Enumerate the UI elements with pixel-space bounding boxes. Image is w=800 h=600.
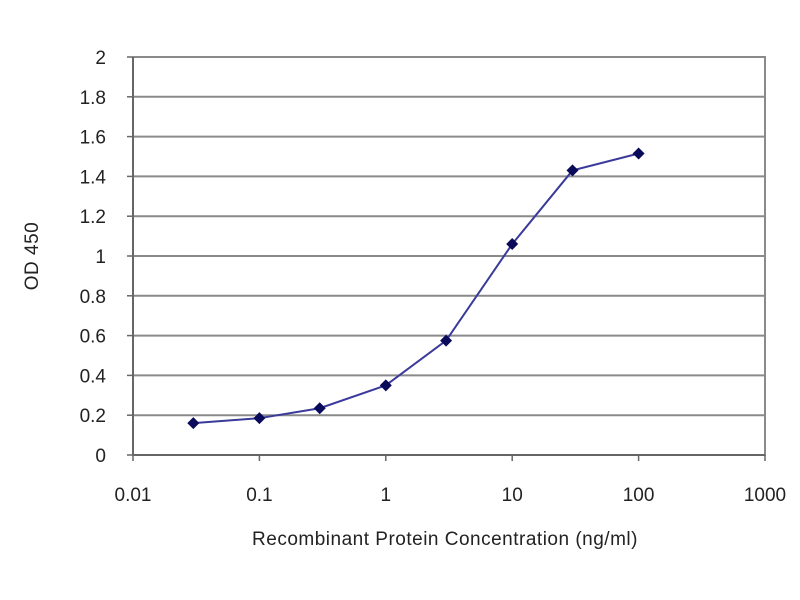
y-tick-label: 0: [95, 446, 106, 467]
y-tick-label: 1: [95, 247, 106, 268]
x-tick-labels: 0.01 0.1 1 10 100 1000: [115, 485, 787, 506]
y-tick-label: 0.6: [80, 327, 106, 348]
data-point: [313, 402, 326, 415]
y-tick-label: 1.2: [80, 207, 106, 228]
x-tick-label: 1: [381, 485, 392, 506]
y-tick-label: 0.2: [80, 406, 106, 427]
y-tick-label: 0.8: [80, 287, 106, 308]
data-point: [506, 238, 519, 251]
y-axis-label: OD 450: [22, 222, 43, 290]
data-point: [253, 412, 266, 425]
data-point: [632, 147, 645, 160]
x-axis-label: Recombinant Protein Concentration (ng/ml…: [252, 529, 638, 550]
series-line: [193, 152, 639, 425]
x-tick-label: 10: [502, 485, 523, 506]
y-tick-label: 0.4: [80, 366, 107, 387]
series: [187, 147, 645, 430]
data-point: [379, 379, 392, 392]
y-tick-labels: 0 0.2 0.4 0.6 0.8 1 1.2 1.4 1.6 1.8 2: [80, 48, 107, 467]
x-tick-label: 0.1: [246, 485, 272, 506]
gridlines: [133, 56, 765, 417]
y-tick-label: 1.4: [80, 167, 107, 188]
x-tick-label: 1000: [744, 485, 786, 506]
x-tick-label: 0.01: [115, 485, 152, 506]
y-tick-label: 1.8: [80, 88, 106, 109]
y-tick-label: 1.6: [80, 128, 106, 149]
data-point: [187, 417, 200, 430]
data-point: [440, 334, 453, 347]
axes: [127, 56, 766, 461]
y-tick-label: 2: [95, 48, 106, 69]
x-tick-label: 100: [623, 485, 655, 506]
data-point: [566, 164, 579, 177]
